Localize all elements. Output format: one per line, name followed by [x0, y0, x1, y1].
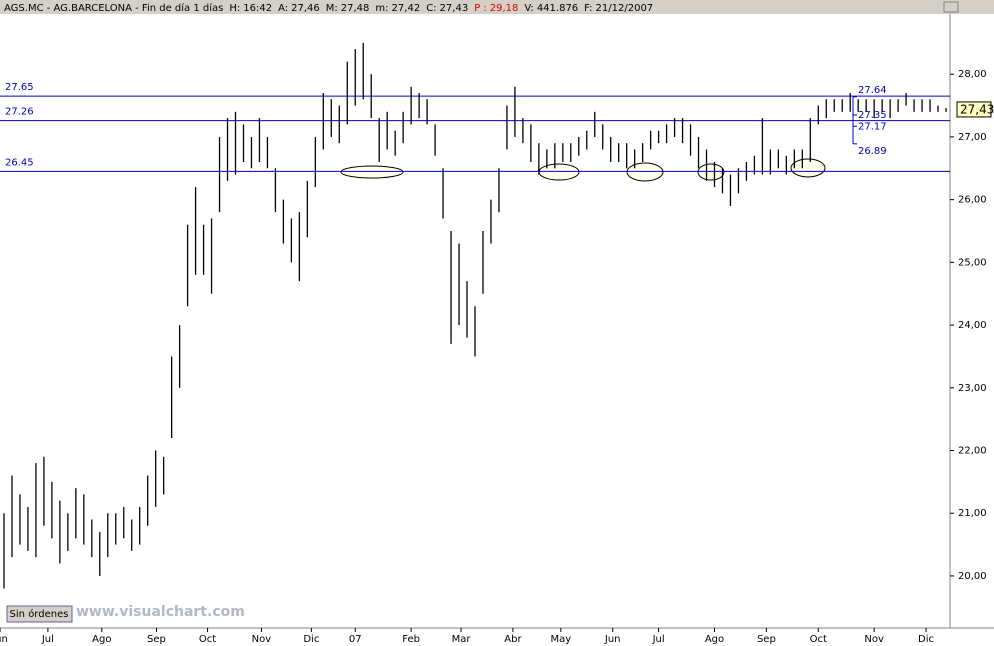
symbol: AGS.MC - AG.BARCELONA - Fin de día 1 día… [4, 2, 223, 14]
y-tick-label: 20,00 [958, 571, 987, 582]
field-label: A: [278, 3, 288, 14]
field-value: 27,48 [341, 3, 370, 14]
field-value: 27,42 [392, 3, 421, 14]
header-text: AGS.MC - AG.BARCELONA - Fin de día 1 día… [4, 2, 653, 14]
field-label: P : [474, 3, 487, 14]
x-tick-label: Jul [652, 634, 665, 645]
field-value: 21/12/2007 [596, 3, 654, 14]
watermark: www.visualchart.com [76, 604, 245, 620]
y-tick-label: 23,00 [958, 383, 987, 394]
field-value: 16:42 [243, 3, 272, 14]
x-tick-label: Nov [864, 634, 884, 645]
field-label: H: [229, 3, 240, 14]
y-tick-label: 24,00 [958, 320, 987, 331]
support-ellipse [790, 158, 826, 178]
x-tick-label: 07 [349, 634, 362, 645]
field-value: 27,46 [291, 3, 320, 14]
y-tick-label: 27,00 [958, 132, 987, 143]
x-tick-label: Abr [504, 634, 522, 645]
x-tick-label: Sep [147, 634, 166, 645]
level-label: 26.89 [858, 146, 887, 157]
orders-button-label[interactable]: Sin órdenes [10, 608, 69, 620]
support-ellipse [340, 165, 404, 179]
x-tick-label: Jul [41, 634, 54, 645]
field-label: M: [326, 3, 338, 14]
support-label: 27.26 [5, 107, 34, 118]
y-tick-label: 22,00 [958, 446, 987, 457]
support-ellipse [538, 163, 580, 181]
level-label: 27.35 [858, 110, 887, 121]
support-label: 26.45 [5, 157, 34, 168]
field-label: m: [375, 3, 388, 14]
x-tick-label: Ago [705, 634, 724, 645]
field-value: 29,18 [490, 3, 519, 14]
level-label: 27.17 [858, 121, 887, 132]
x-tick-label: Mar [452, 634, 472, 645]
y-tick-label: 26,00 [958, 195, 987, 206]
header-bar [0, 0, 994, 14]
field-value: 27,43 [440, 3, 469, 14]
level-label: 27.64 [858, 85, 887, 96]
orders-button[interactable] [6, 605, 73, 623]
field-label: C: [426, 3, 436, 14]
x-tick-label: Nov [252, 634, 272, 645]
y-tick-label: 21,00 [958, 508, 987, 519]
support-ellipse [626, 162, 664, 182]
x-tick-label: Dic [918, 634, 934, 645]
x-tick-label: Jun [604, 634, 621, 645]
header-button[interactable] [943, 1, 959, 13]
x-tick-label: Feb [402, 634, 420, 645]
y-tick-label: 25,00 [958, 257, 987, 268]
x-tick-label: Jun [0, 634, 8, 645]
last-price-box [956, 101, 992, 118]
field-label: V: [524, 3, 533, 14]
x-tick-label: Sep [757, 634, 776, 645]
y-tick-label: 28,00 [958, 69, 987, 80]
support-label: 27.65 [5, 82, 34, 93]
annotations [340, 158, 826, 182]
support-ellipse [697, 163, 725, 181]
x-tick-label: May [550, 634, 571, 645]
field-value: 441.876 [537, 3, 578, 14]
x-tick-label: Oct [810, 634, 827, 645]
x-tick-label: Dic [303, 634, 319, 645]
x-tick-label: Ago [92, 634, 111, 645]
field-label: F: [584, 3, 592, 14]
x-tick-label: Oct [199, 634, 216, 645]
last-price-label: 27,43 [960, 102, 994, 116]
